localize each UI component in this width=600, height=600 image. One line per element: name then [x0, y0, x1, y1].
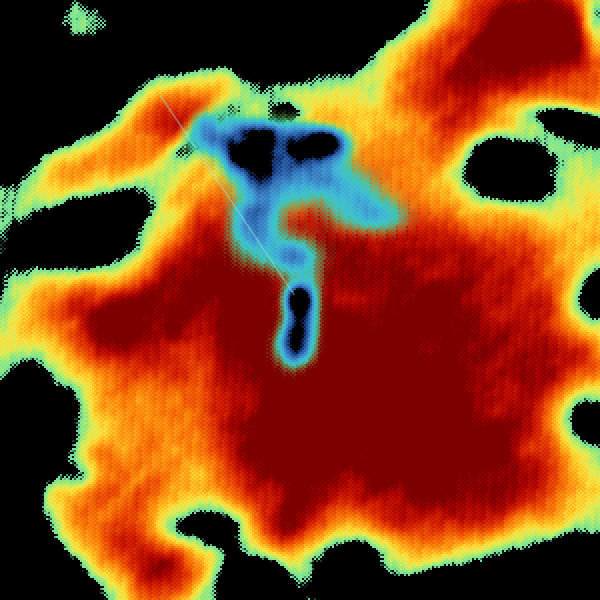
satellite-view — [0, 0, 600, 600]
ir-satellite-canvas — [0, 0, 600, 600]
